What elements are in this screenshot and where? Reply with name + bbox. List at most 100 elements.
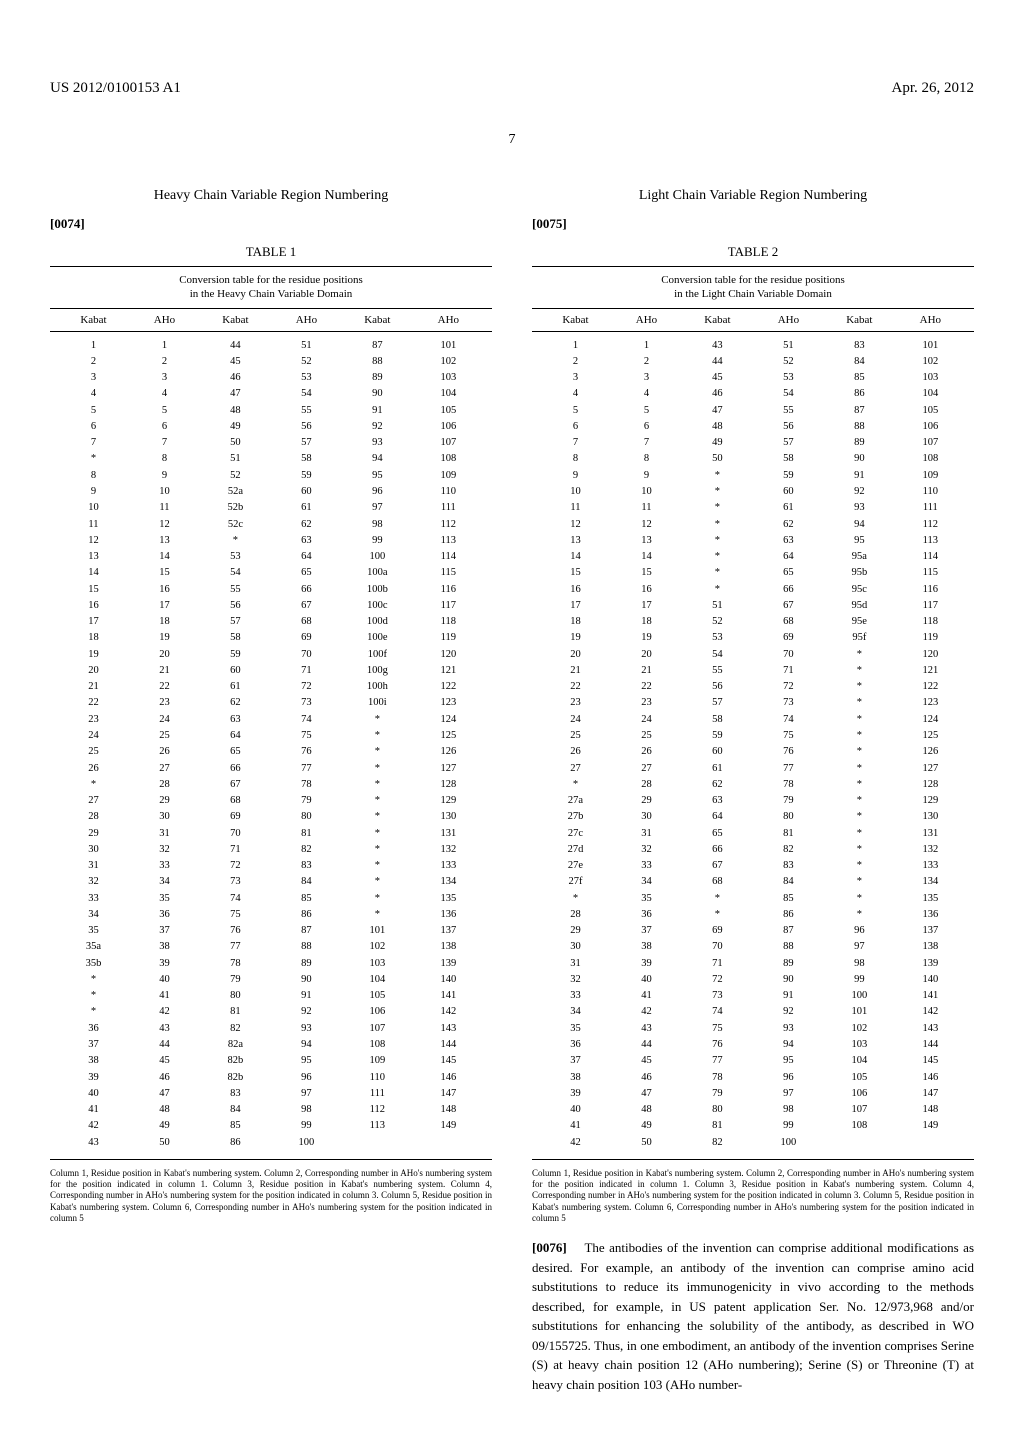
table-cell: 102 xyxy=(413,354,484,370)
table-cell: 144 xyxy=(895,1037,966,1053)
table-cell: 4 xyxy=(540,386,611,402)
table-cell: 90 xyxy=(753,972,824,988)
table-cell: 84 xyxy=(200,1102,271,1118)
table-cell: 85 xyxy=(824,370,895,386)
table-cell: 111 xyxy=(895,500,966,516)
table-cell: 52 xyxy=(753,354,824,370)
table-cell: 51 xyxy=(200,451,271,467)
table-cell: 94 xyxy=(342,451,413,467)
table-cell: 49 xyxy=(611,1118,682,1134)
table-cell: 54 xyxy=(682,647,753,663)
table-cell: * xyxy=(824,695,895,711)
table-cell: 9 xyxy=(540,468,611,484)
table-cell: 16 xyxy=(58,598,129,614)
table-cell: 131 xyxy=(895,826,966,842)
table-cell: 38 xyxy=(129,939,200,955)
table-cell: 130 xyxy=(413,809,484,825)
table-cell: 97 xyxy=(271,1086,342,1102)
column-header: AHo xyxy=(753,314,824,326)
table-cell: 28 xyxy=(540,907,611,923)
table-row: 27f346884*134 xyxy=(540,874,966,890)
table-cell: 56 xyxy=(271,419,342,435)
table-cell: 59 xyxy=(200,647,271,663)
table-cell: 3 xyxy=(129,370,200,386)
table-cell: 82a xyxy=(200,1037,271,1053)
table-cell: 86 xyxy=(200,1135,271,1151)
column-header: AHo xyxy=(271,314,342,326)
table-cell: 58 xyxy=(682,712,753,728)
table-row: 35a387788102138 xyxy=(58,939,484,955)
table-cell: 67 xyxy=(753,598,824,614)
table-cell: 24 xyxy=(540,712,611,728)
table-cell: 42 xyxy=(58,1118,129,1134)
publication-number: US 2012/0100153 A1 xyxy=(50,80,181,97)
table-cell: 39 xyxy=(611,956,682,972)
table-row: 22455288102 xyxy=(58,354,484,370)
table-row: 1212*6294112 xyxy=(540,517,966,533)
table-cell: 32 xyxy=(611,842,682,858)
table-cell: 92 xyxy=(824,484,895,500)
table-cell: 138 xyxy=(895,939,966,955)
table-cell: 56 xyxy=(753,419,824,435)
table-cell: 95 xyxy=(271,1053,342,1069)
table-cell: * xyxy=(824,663,895,679)
table-cell: 89 xyxy=(342,370,413,386)
table-row: 23246374*124 xyxy=(58,712,484,728)
table-cell: 32 xyxy=(129,842,200,858)
table-cell: 23 xyxy=(540,695,611,711)
column-header: AHo xyxy=(611,314,682,326)
table-cell: 86 xyxy=(824,386,895,402)
table-cell: 143 xyxy=(413,1021,484,1037)
table-cell: 119 xyxy=(413,630,484,646)
table-cell: * xyxy=(58,1004,129,1020)
table-cell: 96 xyxy=(824,923,895,939)
table-cell: 77 xyxy=(682,1053,753,1069)
table-cell: 60 xyxy=(271,484,342,500)
table-cell: 100d xyxy=(342,614,413,630)
table-cell: * xyxy=(824,647,895,663)
table-cell: 62 xyxy=(753,517,824,533)
table-cell: 12 xyxy=(611,517,682,533)
table-cell: 36 xyxy=(129,907,200,923)
table-cell: 47 xyxy=(682,403,753,419)
table-cell: 83 xyxy=(753,858,824,874)
table-cell: * xyxy=(824,712,895,728)
table-cell: 64 xyxy=(271,549,342,565)
table-row: 27d326682*132 xyxy=(540,842,966,858)
table-cell: 140 xyxy=(895,972,966,988)
table-cell: 70 xyxy=(753,647,824,663)
table-row: 1818526895e118 xyxy=(540,614,966,630)
table-cell: 107 xyxy=(824,1102,895,1118)
table-cell: 14 xyxy=(611,549,682,565)
table-cell: 45 xyxy=(200,354,271,370)
two-column-layout: Heavy Chain Variable Region Numbering [0… xyxy=(50,188,974,1394)
table-cell: 31 xyxy=(611,826,682,842)
table-cell: * xyxy=(824,744,895,760)
table-cell: 107 xyxy=(342,1021,413,1037)
table-cell: * xyxy=(540,891,611,907)
table-cell: 35 xyxy=(611,891,682,907)
table-row: 25255975*125 xyxy=(540,728,966,744)
table-cell: 7 xyxy=(611,435,682,451)
table-cell: 97 xyxy=(824,939,895,955)
table-cell: 82b xyxy=(200,1053,271,1069)
table-cell: 72 xyxy=(271,679,342,695)
table-row: 111252c6298112 xyxy=(58,517,484,533)
table-cell: 111 xyxy=(342,1086,413,1102)
table-cell: 79 xyxy=(753,793,824,809)
table-cell: 111 xyxy=(413,500,484,516)
table-cell: 73 xyxy=(200,874,271,890)
table1-body: 1144518710122455288102334653891034447549… xyxy=(50,332,492,1160)
table-cell: 87 xyxy=(753,923,824,939)
table-cell: 25 xyxy=(129,728,200,744)
table-cell: 44 xyxy=(200,338,271,354)
table-row: 17185768100d118 xyxy=(58,614,484,630)
table-row: 33465389103 xyxy=(58,370,484,386)
table-cell: * xyxy=(342,858,413,874)
table-cell: 8 xyxy=(611,451,682,467)
table-row: 40488098107148 xyxy=(540,1102,966,1118)
table-cell: 90 xyxy=(824,451,895,467)
table-cell: 27 xyxy=(611,761,682,777)
table-cell: * xyxy=(540,777,611,793)
table-cell: 35 xyxy=(129,891,200,907)
